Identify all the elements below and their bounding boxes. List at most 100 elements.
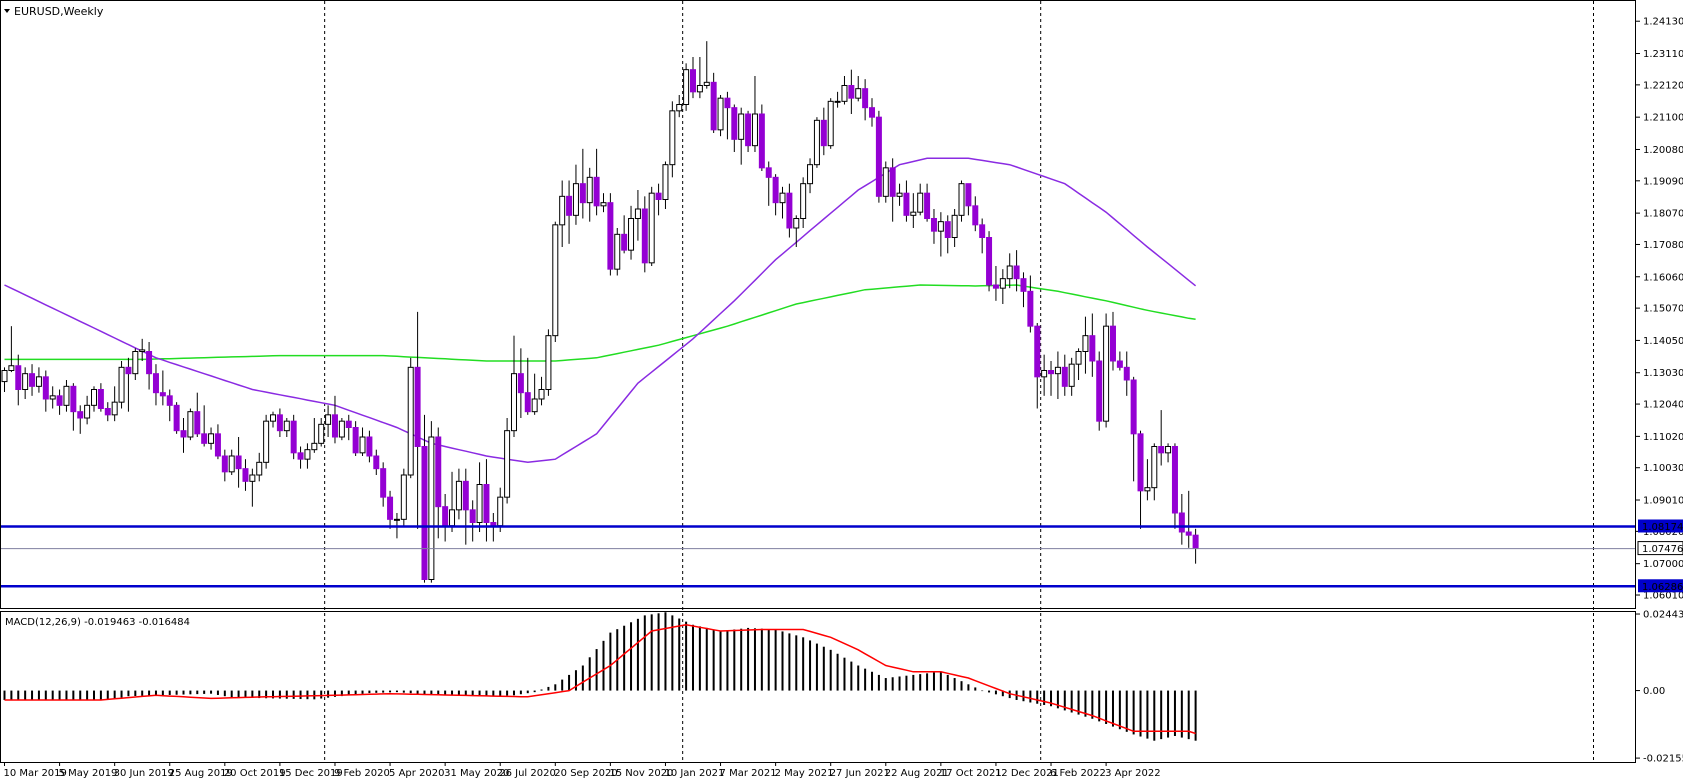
time-tick-label: 12 Dec 2021 (995, 768, 1059, 779)
macd-bar (630, 622, 633, 691)
candle (97, 383, 104, 412)
candle (779, 186, 786, 219)
candle-body (834, 100, 841, 103)
candle (208, 427, 215, 450)
candle (758, 104, 765, 171)
candle-body (242, 468, 249, 482)
candle (572, 164, 579, 225)
candle-body (786, 192, 793, 229)
candle (132, 348, 139, 380)
candle (318, 418, 325, 447)
candle (772, 174, 779, 216)
period-separators (324, 1, 1594, 762)
macd-bar (685, 621, 688, 691)
macd-bar (829, 649, 832, 691)
support-price-label: 1.06286 (1638, 579, 1683, 593)
window-title[interactable]: EURUSD,Weekly (4, 5, 104, 18)
price-tick-label: 1.17080 (1643, 240, 1683, 251)
macd-bar (93, 690, 96, 700)
time-tick-label: 25 Aug 2019 (169, 768, 233, 779)
candle-body (765, 167, 772, 178)
candle-body (807, 164, 814, 185)
macd-bar (877, 674, 880, 691)
candle-body (208, 433, 215, 444)
candle (930, 209, 937, 244)
macd-bar (512, 690, 515, 696)
macd-tick-label: 0.024435 (1643, 610, 1683, 621)
candle (449, 471, 456, 532)
candle-body (800, 183, 807, 220)
candle (662, 161, 669, 209)
candle-body (1185, 531, 1192, 536)
macd-bar (747, 627, 750, 691)
macd-bar (1125, 690, 1128, 732)
candle (1178, 494, 1185, 545)
candle (972, 196, 979, 232)
candle-body (49, 395, 56, 400)
candle-body (889, 167, 896, 197)
candle-body (896, 192, 903, 197)
macd-bar (533, 690, 536, 693)
candle-body (690, 69, 696, 93)
collapse-triangle-icon[interactable] (4, 9, 10, 13)
candle (848, 69, 855, 114)
candle-body (42, 376, 49, 400)
macd-bar (994, 690, 997, 695)
macd-bar (1173, 690, 1176, 736)
candle-body (118, 366, 125, 403)
candle (304, 443, 311, 469)
candle (786, 183, 793, 238)
candle-body (531, 398, 538, 413)
candle (710, 72, 717, 133)
macd-bar (1187, 690, 1190, 740)
macd-bar (602, 640, 605, 691)
macd-bar (1180, 690, 1183, 738)
candle-body (497, 496, 504, 527)
candle (944, 215, 951, 254)
macd-bar (17, 690, 20, 700)
candle (958, 180, 965, 222)
macd-bar (10, 690, 13, 700)
candle-body (421, 446, 428, 580)
candle (1075, 348, 1082, 380)
macd-bar (389, 690, 392, 693)
candle-body (1130, 379, 1137, 435)
candle (91, 386, 98, 412)
macd-bar (981, 690, 984, 692)
macd-bar (65, 690, 68, 700)
candle (690, 57, 696, 99)
macd-tick-label: 0.00 (1643, 686, 1665, 697)
candle-body (1027, 290, 1034, 327)
price-tick-label: 1.22120 (1643, 80, 1683, 91)
candle-body (1165, 446, 1172, 454)
macd-plot-frame (0, 611, 1636, 763)
candle (751, 76, 758, 152)
candle-body (986, 237, 993, 286)
macd-bar (106, 690, 109, 700)
candle-body (628, 218, 635, 251)
resistance-price-label-box (1638, 519, 1683, 533)
candle (703, 41, 710, 89)
macd-bar (692, 624, 694, 691)
macd-bar (58, 690, 61, 700)
candle (855, 76, 862, 102)
candle (1082, 316, 1089, 374)
price-tick-label: 1.16060 (1643, 272, 1683, 283)
macd-bar (299, 690, 302, 700)
macd-bar (485, 690, 488, 697)
macd-bar (767, 629, 770, 691)
candle-body (318, 423, 325, 444)
candle-body (586, 176, 593, 204)
candle (462, 468, 469, 545)
macd-bar (72, 690, 75, 700)
candle (442, 494, 449, 542)
price-tick-label: 1.10030 (1643, 463, 1683, 474)
macd-bar (932, 672, 935, 691)
candle-body (345, 420, 352, 428)
macd-bar (113, 690, 116, 699)
candle (1158, 410, 1165, 466)
macd-bar (430, 690, 433, 695)
candle-body (104, 408, 111, 416)
candle-body (352, 427, 359, 454)
time-tick-label: 5 Apr 2020 (389, 768, 444, 779)
